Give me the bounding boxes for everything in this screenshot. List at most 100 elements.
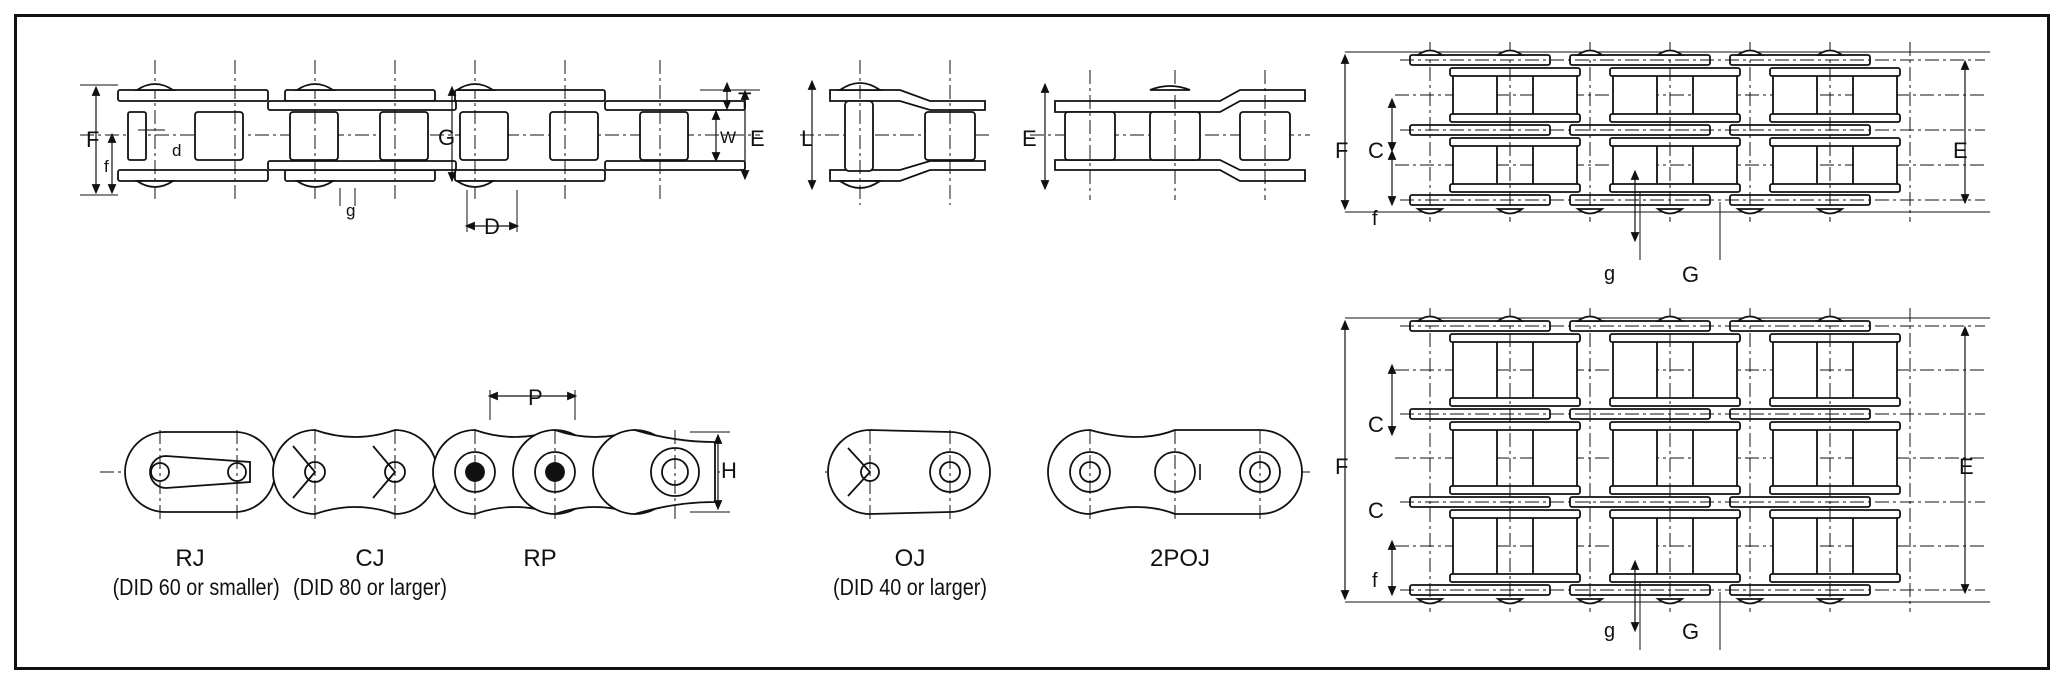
caption-rp: RP — [500, 545, 580, 573]
inner-plate — [1449, 509, 1581, 519]
inner-plate — [1449, 137, 1581, 147]
roller — [639, 111, 689, 161]
arrowhead — [807, 79, 817, 90]
pin-head — [1415, 49, 1445, 56]
arrowhead — [1960, 584, 1970, 595]
triple-strand-chain-view — [1340, 308, 1990, 650]
pin-head — [1575, 315, 1605, 322]
single-chain-top-view — [80, 60, 760, 200]
arrowhead — [1340, 53, 1350, 64]
arrowhead — [91, 85, 101, 96]
arrowhead — [1387, 97, 1397, 108]
arrowhead — [91, 184, 101, 195]
dim-label-G-double: G — [1682, 262, 1699, 287]
inner-plate — [1609, 573, 1741, 583]
caption-rp-title: RP — [523, 545, 557, 572]
roller — [1852, 515, 1898, 577]
roller — [1772, 73, 1818, 117]
inner-plate — [1449, 67, 1581, 77]
spring-clip — [149, 455, 251, 489]
dim-label-F-double: F — [1335, 138, 1348, 163]
inner-plate — [1609, 67, 1741, 77]
pin-head — [1815, 598, 1845, 605]
two-pitch-offset-top-view — [1030, 70, 1310, 200]
arrowhead — [1387, 426, 1397, 437]
pin-head — [1735, 49, 1765, 56]
inner-plate — [1609, 183, 1741, 193]
caption-oj-title: OJ — [894, 545, 926, 572]
dimension-lines — [80, 81, 760, 232]
roller — [1692, 143, 1738, 187]
caption-2poj-title: 2POJ — [1149, 545, 1211, 572]
arrowhead — [713, 500, 723, 511]
pin-head — [454, 180, 496, 188]
pin-head — [1815, 315, 1845, 322]
inner-plate — [1609, 137, 1741, 147]
roller — [1532, 339, 1578, 401]
roller — [1852, 73, 1898, 117]
pin-head — [134, 180, 176, 188]
roller — [1149, 111, 1201, 161]
outer-plate — [117, 89, 269, 102]
caption-2poj: 2POJ — [1130, 545, 1230, 573]
arrowhead — [711, 152, 721, 163]
dim-label-d: d — [172, 141, 181, 160]
roller — [1532, 143, 1578, 187]
arrowhead — [1387, 586, 1397, 597]
arrowhead — [487, 391, 498, 401]
dim-label-W: W — [720, 128, 736, 147]
arrowhead — [1630, 169, 1640, 180]
pin-head — [134, 83, 176, 91]
roller — [1692, 339, 1738, 401]
dim-label-E-triple: E — [1959, 454, 1974, 479]
inner-plate — [1449, 333, 1581, 343]
roller — [1452, 515, 1498, 577]
arrowhead — [1040, 82, 1050, 93]
arrowhead — [1960, 194, 1970, 205]
dim-label-f-triple: f — [1372, 570, 1378, 592]
pin-head — [1655, 598, 1685, 605]
arrowhead — [447, 172, 457, 183]
pin-head — [1655, 208, 1685, 215]
dim-label-F-triple: F — [1335, 454, 1348, 479]
chain-side-views — [100, 390, 1310, 520]
roller — [1772, 143, 1818, 187]
pin-head — [1815, 49, 1845, 56]
arrowhead — [740, 89, 750, 100]
roller — [1532, 73, 1578, 117]
arrowhead — [711, 109, 721, 120]
cotter-pin — [847, 447, 872, 497]
dim-label-C-triple-1: C — [1368, 412, 1384, 437]
offset-plate — [1054, 89, 1306, 113]
dim-label-T: T — [738, 88, 751, 113]
arrowhead — [1340, 200, 1350, 211]
cotter-pin — [292, 445, 317, 499]
dim-label-G-triple: G — [1682, 619, 1699, 644]
caption-rj-title: RJ — [175, 545, 205, 572]
cotter-pin — [372, 445, 397, 499]
outer-plate — [284, 89, 436, 102]
roller — [1772, 339, 1818, 401]
arrowhead — [1960, 325, 1970, 336]
roller — [1852, 143, 1898, 187]
inner-plate — [1769, 573, 1901, 583]
inner-plate — [1449, 113, 1581, 123]
roller — [1852, 427, 1898, 489]
arrowhead — [107, 184, 117, 195]
inner-plate — [1769, 509, 1901, 519]
pin-head — [837, 180, 883, 189]
pin-head — [1415, 208, 1445, 215]
pin-head — [294, 180, 336, 188]
arrowhead — [1040, 180, 1050, 191]
inner-plate — [1769, 333, 1901, 343]
roller — [1452, 73, 1498, 117]
inner-plate — [1449, 397, 1581, 407]
arrowhead — [1387, 196, 1397, 207]
inner-plate — [1609, 397, 1741, 407]
arrowhead — [567, 391, 578, 401]
arrowhead — [722, 100, 732, 111]
arrowhead — [107, 132, 117, 143]
dim-label-D: D — [484, 214, 500, 239]
dim-label-g-double: g — [1604, 263, 1615, 285]
pin-head — [1655, 49, 1685, 56]
